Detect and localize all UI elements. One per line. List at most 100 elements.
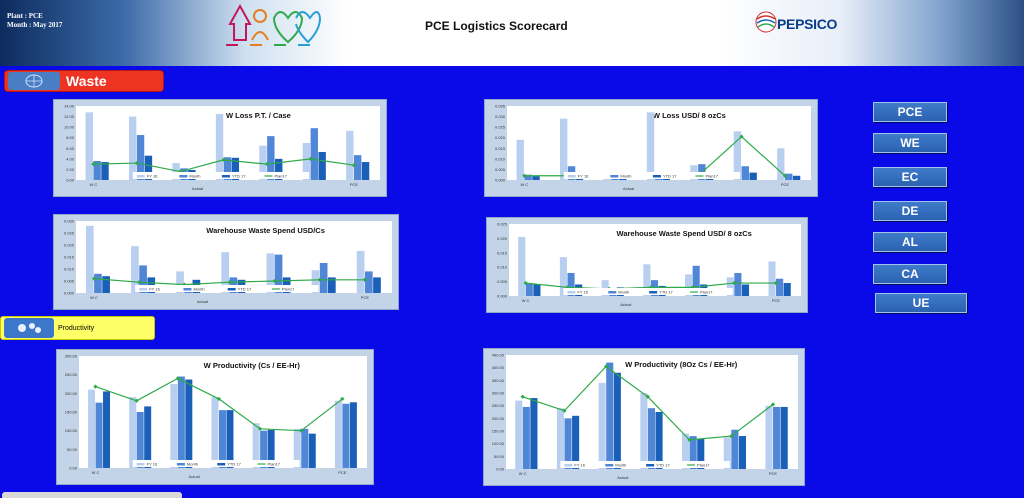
legend-label: Plan17 [697,463,710,468]
bar-month [776,278,784,296]
plant-button-ca[interactable]: CA [873,264,947,284]
bar-month [647,408,656,469]
chart-svg: 0.00 50.00 100.00 150.00 200.00 250.00 300.00 W… [65,354,367,479]
legend-swatch-ytd17 [646,464,655,467]
chart-title: W Productivity (Cs / EE-Hr) [204,361,301,370]
page-title: PCE Logistics Scorecard [425,19,568,33]
chart-w-loss-usd-8oz: 0.000 0.005 0.010 0.015 0.020 0.025 0.030 0.035… [484,99,818,197]
legend-swatch-ytd17 [221,175,230,178]
bar-fy16 [172,163,180,180]
legend-label: Month [618,290,629,295]
bar-ytd17 [327,277,336,293]
legend-actual-label: Actual [192,186,203,191]
plan-marker [134,398,139,403]
bar-month [95,402,103,468]
bar-ytd17 [738,436,747,469]
bar-month [136,135,145,180]
bar-month [731,429,739,469]
y-tick-label: 14.00 [64,104,75,109]
legend-label: FY 16 [574,463,585,468]
x-category-label: W C [522,298,530,303]
bar-month [136,412,144,468]
legend-label: Month [189,174,200,179]
y-tick-label: 0.025 [495,125,506,130]
legend-label: YTD 17 [238,287,252,292]
bar-ytd17 [144,155,153,180]
y-tick-label: 350.00 [492,378,505,383]
bar-month [94,273,102,293]
bar-fy16 [726,277,734,296]
plant-button-we[interactable]: WE [873,133,947,153]
chart-w-productivity-8oz: 0.00 50.00 100.00 150.00 200.00 250.00 300.00 3… [483,348,805,486]
legend-swatch-ytd17 [649,291,658,294]
legend-swatch-ytd17 [652,175,661,178]
plant-button-ue[interactable]: UE [875,293,967,313]
bar-month [525,283,533,296]
plant-button-de[interactable]: DE [873,201,947,221]
legend-swatch-ytd17 [217,463,226,466]
legend-label: YTD 17 [659,290,673,295]
plan-marker [729,433,734,439]
bar-ytd17 [572,415,580,469]
legend-box [132,172,310,179]
bar-fy16 [334,400,342,468]
bar-ytd17 [613,372,621,469]
bar-ytd17 [102,276,110,293]
productivity-section-button[interactable]: Productivity [0,316,155,340]
y-tick-label: 100.00 [65,428,78,433]
plant-button-ec[interactable]: EC [873,167,947,187]
bar-fy16 [559,118,568,180]
legend-label: Month [187,462,198,467]
legend-label: FY 16 [578,174,589,179]
bottom-section-button[interactable] [2,492,182,498]
y-tick-label: 12.00 [64,114,75,119]
chart-w-productivity-cs: 0.00 50.00 100.00 150.00 200.00 250.00 300.00 W… [56,349,374,485]
waste-section-button[interactable]: Waste [4,70,164,92]
legend-label: FY 16 [147,174,158,179]
bar-ytd17 [741,284,750,296]
plant-button-pce[interactable]: PCE [873,102,947,122]
legend-swatch-fy16 [136,175,145,178]
legend-swatch-month [610,175,619,178]
legend-label: FY 16 [149,287,160,292]
bar-fy16 [733,131,742,180]
bar-fy16 [259,145,267,180]
y-tick-label: 0.000 [497,294,508,299]
bar-ytd17 [792,175,801,180]
x-category-label: PCE [338,470,347,475]
bar-ytd17 [226,410,234,468]
bar-fy16 [643,264,651,296]
y-tick-label: 0.020 [497,236,508,241]
legend-box [132,460,300,467]
y-tick-label: 0.005 [495,167,506,172]
plan-marker [227,280,232,285]
bar-month [773,406,781,469]
plan-marker [362,277,368,282]
legend-swatch-month [176,463,185,466]
legend-label: Month [193,287,204,292]
bar-fy16 [131,246,139,293]
legend-label: FY 16 [147,462,158,467]
y-tick-label: 0.025 [64,231,75,236]
chart-svg: 0.000 0.005 0.010 0.015 0.020 0.025 0.030 Wareh… [64,219,392,304]
x-category-label: W C [519,471,527,476]
bar-month [354,155,362,180]
bar-month [218,410,226,468]
legend-actual-label: Actual [617,475,628,480]
chart-title: W Loss USD/ 8 ozCs [653,111,726,120]
y-tick-label: 0.015 [497,250,508,255]
y-tick-label: 0.035 [495,104,506,109]
bar-month [524,174,532,180]
legend-box [563,172,741,179]
legend-label: YTD 17 [232,174,246,179]
chart-svg: 0.00 50.00 100.00 150.00 200.00 250.00 300.00 3… [492,353,798,480]
bar-fy16 [211,397,219,468]
y-tick-label: 0.005 [64,279,75,284]
legend-label: YTD 17 [227,462,241,467]
bar-ytd17 [655,412,663,469]
bar-fy16 [768,261,776,296]
legend-actual-label: Actual [189,474,200,479]
plant-button-al[interactable]: AL [873,232,947,252]
bar-fy16 [85,225,94,293]
pepsico-logo: PEPSICO [755,5,855,37]
